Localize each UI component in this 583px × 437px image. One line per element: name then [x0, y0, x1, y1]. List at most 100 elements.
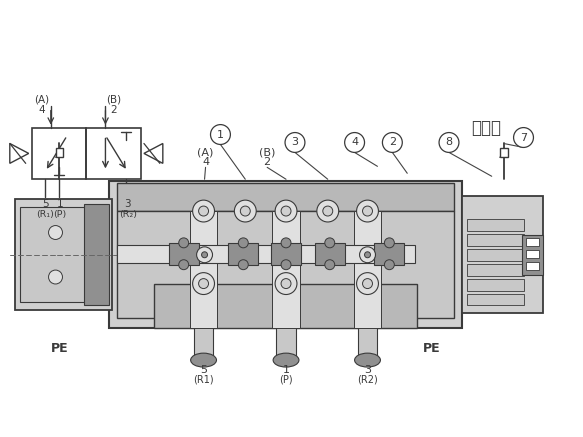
- Text: 1: 1: [283, 365, 290, 375]
- Circle shape: [240, 206, 250, 216]
- Text: (A): (A): [34, 95, 50, 105]
- Circle shape: [179, 260, 189, 270]
- Bar: [467, 234, 524, 246]
- Text: 4: 4: [202, 157, 209, 167]
- Circle shape: [196, 247, 213, 263]
- Circle shape: [179, 238, 189, 248]
- Circle shape: [281, 206, 291, 216]
- Ellipse shape: [191, 353, 216, 367]
- Text: (B): (B): [106, 95, 121, 105]
- Bar: [117, 183, 454, 211]
- Circle shape: [384, 238, 394, 248]
- Text: (R2): (R2): [357, 375, 378, 385]
- Circle shape: [382, 132, 402, 153]
- Circle shape: [275, 273, 297, 295]
- Bar: [154, 284, 417, 328]
- Bar: [354, 211, 381, 328]
- Bar: [525, 250, 539, 258]
- Circle shape: [357, 273, 378, 295]
- Bar: [271, 243, 301, 265]
- Bar: [467, 279, 524, 291]
- Circle shape: [199, 279, 209, 288]
- Text: PE: PE: [51, 342, 68, 355]
- Circle shape: [363, 206, 373, 216]
- Bar: [467, 264, 524, 276]
- Bar: [276, 326, 296, 360]
- Circle shape: [281, 238, 291, 248]
- Bar: [272, 211, 300, 328]
- Circle shape: [439, 132, 459, 153]
- Bar: [189, 211, 217, 328]
- Ellipse shape: [273, 353, 299, 367]
- Text: 非通電: 非通電: [470, 118, 501, 137]
- Circle shape: [325, 260, 335, 270]
- Circle shape: [192, 273, 215, 295]
- Circle shape: [275, 200, 297, 222]
- Circle shape: [199, 206, 209, 216]
- Bar: [522, 235, 543, 274]
- Text: 5: 5: [200, 365, 207, 375]
- Circle shape: [48, 270, 62, 284]
- Circle shape: [210, 125, 230, 145]
- Text: 3: 3: [364, 365, 371, 375]
- Circle shape: [48, 225, 62, 239]
- Circle shape: [285, 132, 305, 153]
- Circle shape: [357, 200, 378, 222]
- Bar: [109, 181, 462, 328]
- Bar: [117, 245, 415, 263]
- Text: (R₂): (R₂): [119, 209, 136, 218]
- Text: 2: 2: [389, 138, 396, 147]
- Bar: [117, 211, 454, 319]
- Bar: [31, 128, 86, 179]
- Circle shape: [281, 279, 291, 288]
- Circle shape: [234, 200, 256, 222]
- Bar: [86, 128, 141, 179]
- Text: 7: 7: [520, 132, 527, 142]
- Bar: [15, 199, 112, 310]
- Bar: [55, 149, 64, 157]
- Bar: [374, 243, 404, 265]
- Circle shape: [238, 238, 248, 248]
- Bar: [315, 243, 345, 265]
- Text: (R1): (R1): [193, 375, 214, 385]
- Circle shape: [364, 252, 370, 258]
- Bar: [357, 326, 377, 360]
- Text: PE: PE: [423, 342, 441, 355]
- Bar: [500, 149, 508, 157]
- Text: (P): (P): [279, 375, 293, 385]
- Text: 4: 4: [351, 138, 358, 147]
- Circle shape: [281, 260, 291, 270]
- Bar: [462, 196, 543, 313]
- Bar: [20, 207, 89, 302]
- Circle shape: [202, 252, 208, 258]
- Text: (A): (A): [198, 147, 214, 157]
- Text: 5: 5: [42, 199, 48, 209]
- Bar: [169, 243, 199, 265]
- Circle shape: [360, 247, 375, 263]
- Ellipse shape: [354, 353, 381, 367]
- Bar: [467, 249, 524, 261]
- Circle shape: [345, 132, 364, 153]
- Circle shape: [325, 238, 335, 248]
- Text: 8: 8: [445, 138, 452, 147]
- Bar: [85, 204, 109, 305]
- Circle shape: [384, 260, 394, 270]
- Circle shape: [363, 279, 373, 288]
- Bar: [229, 243, 258, 265]
- Text: 1: 1: [57, 199, 64, 209]
- Text: 2: 2: [264, 157, 271, 167]
- Circle shape: [192, 200, 215, 222]
- Text: (B): (B): [259, 147, 275, 157]
- Circle shape: [317, 200, 339, 222]
- Circle shape: [323, 206, 333, 216]
- Bar: [525, 238, 539, 246]
- Text: 2: 2: [110, 105, 117, 114]
- Text: 3: 3: [124, 199, 131, 209]
- Text: 4: 4: [38, 105, 45, 114]
- Bar: [467, 219, 524, 231]
- Text: 3: 3: [292, 138, 298, 147]
- Circle shape: [238, 260, 248, 270]
- Text: (P): (P): [54, 209, 66, 218]
- Bar: [194, 326, 213, 360]
- Circle shape: [514, 128, 533, 147]
